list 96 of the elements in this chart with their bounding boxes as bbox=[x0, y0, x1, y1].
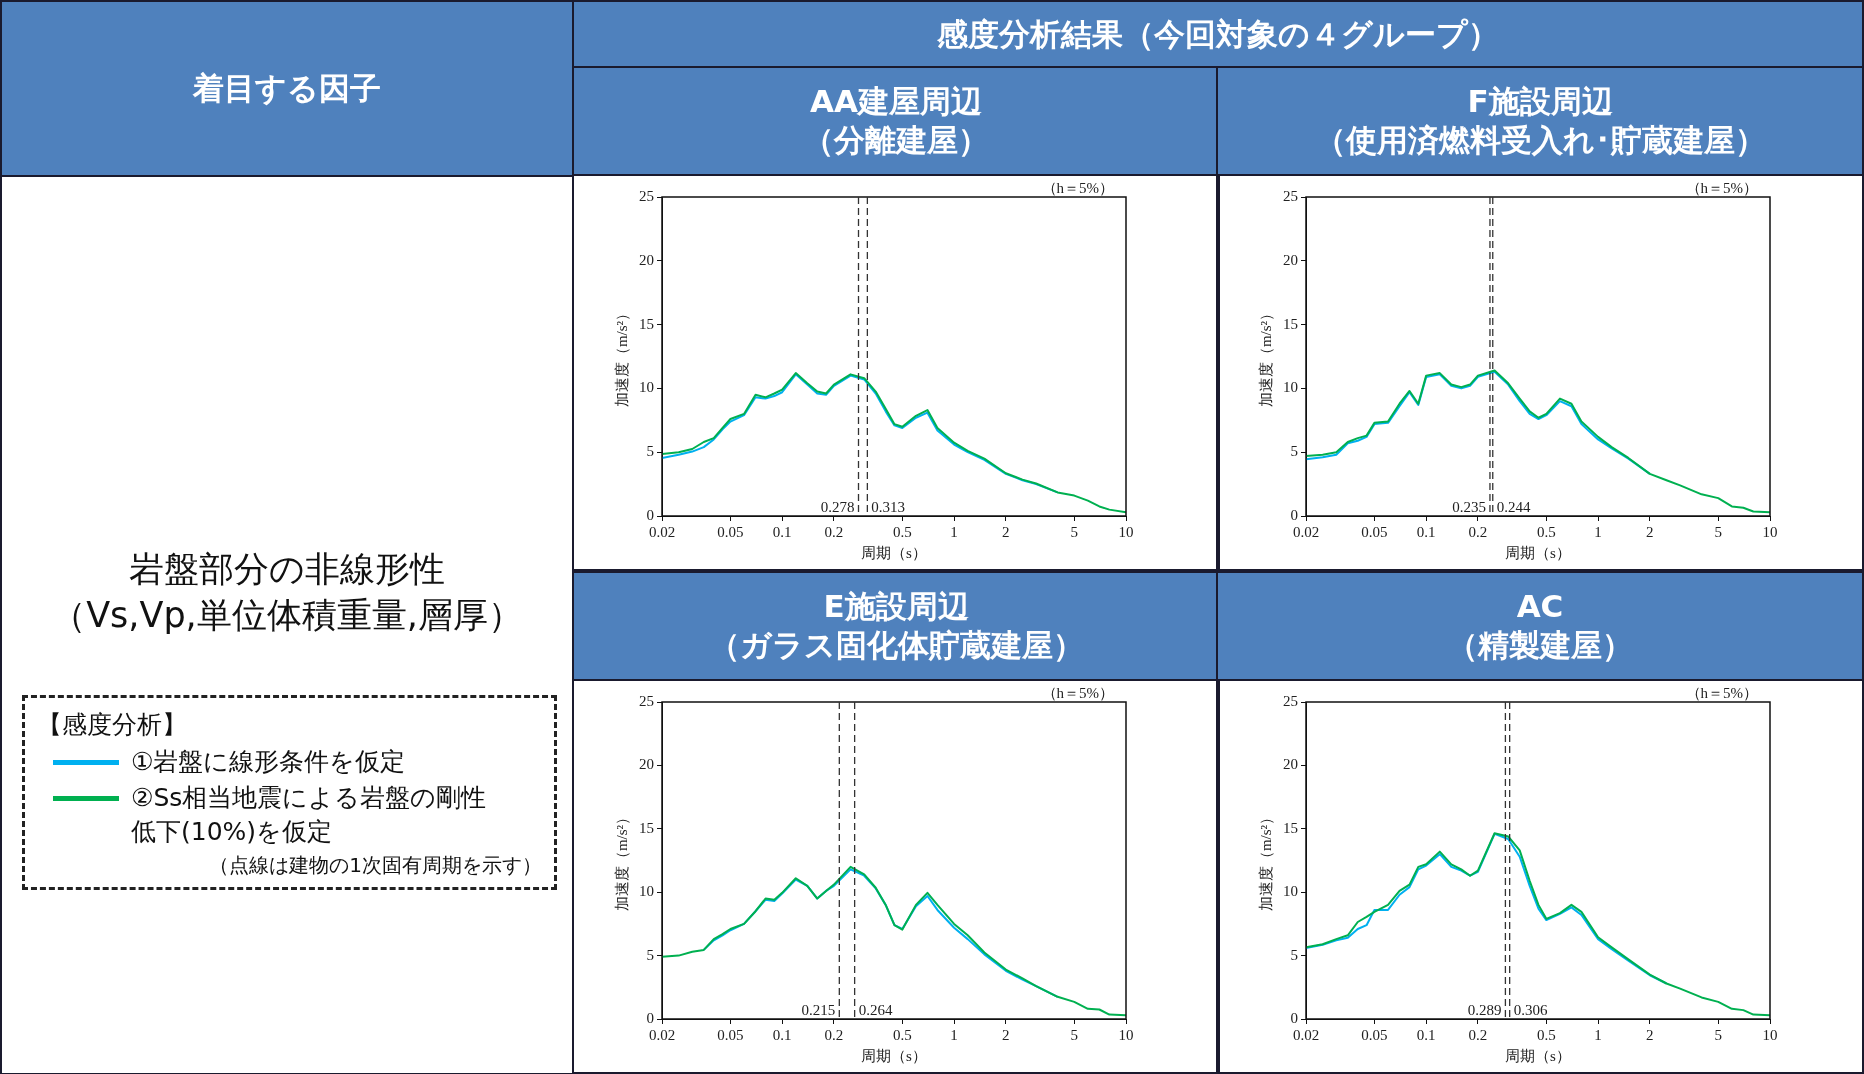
text: 感度分析結果（今回対象の４グループ） bbox=[572, 0, 1864, 68]
x-tick-label: 0.02 bbox=[1292, 1026, 1320, 1043]
x-tick-label: 0.02 bbox=[1292, 523, 1320, 540]
text: （h＝5%） bbox=[1685, 685, 1758, 701]
x-tick-label: 1 bbox=[950, 523, 958, 540]
x-axis-title: 周期（s） bbox=[1505, 1047, 1571, 1064]
y-tick-label: 25 bbox=[1283, 187, 1298, 204]
text: （Vs,Vp,単位体積重量,層厚） bbox=[50, 593, 524, 637]
text: （h＝5%） bbox=[1041, 685, 1114, 701]
y-tick-label: 0 bbox=[646, 506, 654, 523]
chart-title: F施設周辺 bbox=[1467, 82, 1613, 121]
x-tick-label: 1 bbox=[1594, 523, 1602, 540]
chart-title: AA建屋周辺 bbox=[810, 82, 982, 121]
x-axis-title: 周期（s） bbox=[861, 544, 927, 561]
x-tick-label: 0.5 bbox=[892, 1026, 912, 1043]
x-tick-label: 2 bbox=[1646, 523, 1654, 540]
x-tick-label: 0.02 bbox=[648, 1026, 676, 1043]
y-tick-label: 10 bbox=[1283, 883, 1298, 900]
text: 【感度分析】 bbox=[37, 710, 187, 739]
x-tick-label: 1 bbox=[1594, 1026, 1602, 1043]
x-axis-title: 周期（s） bbox=[1505, 544, 1571, 561]
ref-line-label: 0.306 bbox=[1513, 1002, 1548, 1018]
x-tick-label: 5 bbox=[1714, 1026, 1722, 1043]
x-tick-label: 2 bbox=[1002, 1026, 1010, 1043]
chart-title: AC bbox=[1516, 587, 1564, 626]
text: ②Ss相当地震による岩盤の剛性低下(10%)を仮定 bbox=[131, 782, 487, 846]
x-tick-label: 0.1 bbox=[772, 523, 792, 540]
x-tick-label: 10 bbox=[1762, 523, 1778, 540]
y-tick-label: 25 bbox=[639, 692, 654, 709]
y-tick-label: 5 bbox=[646, 443, 654, 460]
chart-subtitle: （分離建屋） bbox=[803, 121, 989, 160]
chart-title: E施設周辺 bbox=[823, 587, 969, 626]
x-tick-label: 0.2 bbox=[824, 523, 844, 540]
x-tick-label: 0.05 bbox=[1361, 523, 1388, 540]
y-tick-label: 20 bbox=[1283, 756, 1298, 773]
x-tick-label: 5 bbox=[1714, 523, 1722, 540]
text: 岩盤部分の非線形性 bbox=[128, 548, 446, 591]
y-axis-title: 加速度（m/s²） bbox=[1257, 809, 1274, 912]
ref-line-label: 0.264 bbox=[858, 1002, 893, 1018]
chart-subtitle: （使用済燃料受入れ･貯蔵建屋） bbox=[1314, 121, 1766, 160]
y-tick-label: 5 bbox=[646, 946, 654, 963]
ref-line-label: 0.244 bbox=[1496, 499, 1532, 515]
text: （h＝5%） bbox=[1041, 180, 1114, 196]
y-tick-label: 15 bbox=[1283, 819, 1298, 836]
x-tick-label: 5 bbox=[1070, 523, 1078, 540]
x-tick-label: 5 bbox=[1070, 1026, 1078, 1043]
x-tick-label: 0.1 bbox=[1416, 523, 1436, 540]
chart-subtitle: （ガラス固化体貯蔵建屋） bbox=[708, 626, 1084, 665]
x-tick-label: 2 bbox=[1002, 523, 1010, 540]
x-tick-label: 0.02 bbox=[648, 523, 676, 540]
y-tick-label: 15 bbox=[639, 315, 654, 332]
ref-line-label: 0.235 bbox=[1452, 499, 1486, 515]
ref-line-label: 0.289 bbox=[1467, 1002, 1502, 1018]
x-tick-label: 0.05 bbox=[717, 1026, 744, 1043]
text: 着目する因子 bbox=[0, 0, 574, 177]
x-tick-label: 0.2 bbox=[1468, 523, 1488, 540]
x-tick-label: 0.2 bbox=[824, 1026, 844, 1043]
x-tick-label: 0.5 bbox=[1536, 1026, 1556, 1043]
y-tick-label: 20 bbox=[1283, 251, 1298, 268]
x-tick-label: 2 bbox=[1646, 1026, 1654, 1043]
text: （点線は建物の1次固有周期を示す） bbox=[208, 852, 542, 880]
chart-subtitle: （精製建屋） bbox=[1447, 626, 1633, 665]
ref-line-label: 0.278 bbox=[820, 499, 855, 515]
x-tick-label: 10 bbox=[1762, 1026, 1778, 1043]
text: （h＝5%） bbox=[1685, 180, 1758, 196]
y-tick-label: 5 bbox=[1290, 946, 1298, 963]
x-tick-label: 0.05 bbox=[717, 523, 744, 540]
y-tick-label: 20 bbox=[639, 756, 654, 773]
y-tick-label: 10 bbox=[639, 379, 654, 396]
y-tick-label: 15 bbox=[639, 819, 654, 836]
y-tick-label: 10 bbox=[639, 883, 654, 900]
x-axis-title: 周期（s） bbox=[861, 1047, 927, 1064]
x-tick-label: 10 bbox=[1118, 523, 1134, 540]
y-tick-label: 15 bbox=[1283, 315, 1298, 332]
y-tick-label: 0 bbox=[646, 1009, 654, 1026]
y-axis-title: 加速度（m/s²） bbox=[1257, 305, 1274, 408]
y-tick-label: 0 bbox=[1290, 506, 1298, 523]
ref-line-label: 0.215 bbox=[801, 1002, 836, 1018]
y-tick-label: 10 bbox=[1283, 379, 1298, 396]
y-tick-label: 20 bbox=[639, 251, 654, 268]
y-axis-title: 加速度（m/s²） bbox=[613, 809, 630, 912]
x-tick-label: 0.1 bbox=[772, 1026, 792, 1043]
ref-line-label: 0.313 bbox=[871, 499, 906, 515]
x-tick-label: 10 bbox=[1118, 1026, 1134, 1043]
x-tick-label: 1 bbox=[950, 1026, 958, 1043]
y-tick-label: 25 bbox=[639, 187, 654, 204]
y-tick-label: 25 bbox=[1283, 692, 1298, 709]
x-tick-label: 0.05 bbox=[1361, 1026, 1388, 1043]
x-tick-label: 0.5 bbox=[892, 523, 912, 540]
text: ①岩盤に線形条件を仮定 bbox=[131, 747, 406, 776]
x-tick-label: 0.1 bbox=[1416, 1026, 1436, 1043]
y-axis-title: 加速度（m/s²） bbox=[613, 305, 630, 408]
y-tick-label: 5 bbox=[1290, 443, 1298, 460]
x-tick-label: 0.2 bbox=[1468, 1026, 1488, 1043]
y-tick-label: 0 bbox=[1290, 1009, 1298, 1026]
x-tick-label: 0.5 bbox=[1536, 523, 1556, 540]
